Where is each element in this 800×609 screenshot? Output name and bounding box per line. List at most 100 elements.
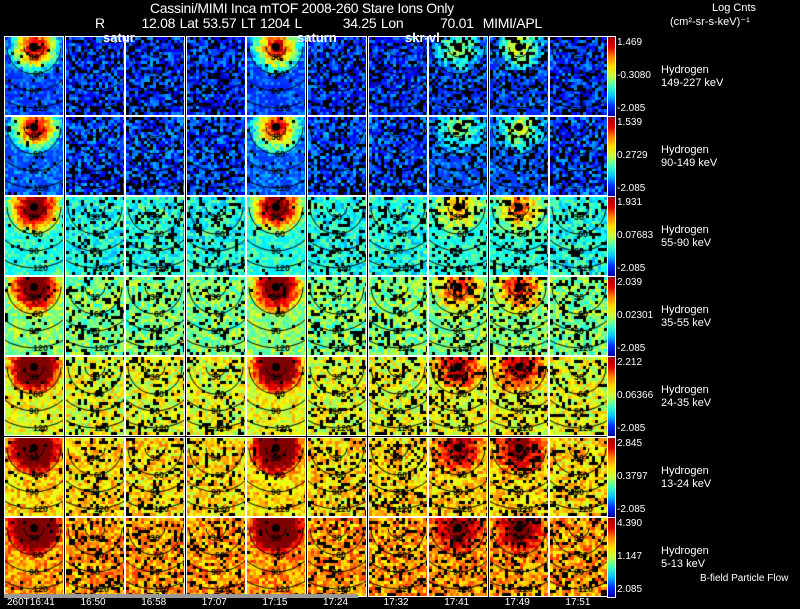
colorbar bbox=[607, 516, 616, 598]
heatmap-cells bbox=[489, 277, 548, 356]
time-tick-label: 17:07 bbox=[201, 597, 227, 608]
heatmap-cells bbox=[368, 37, 427, 115]
overlay-label: satur bbox=[103, 30, 135, 45]
energy-channel-label: Hydrogen 55-90 keV bbox=[661, 224, 711, 250]
heatmap-cells bbox=[429, 357, 488, 436]
sky-map-panel bbox=[428, 356, 489, 437]
sky-map-panel bbox=[307, 356, 367, 437]
heatmap-cells bbox=[308, 357, 366, 436]
species-label: Hydrogen bbox=[661, 464, 709, 477]
colorbar bbox=[607, 116, 616, 198]
colorbar bbox=[607, 276, 616, 358]
sky-map-panel bbox=[428, 116, 489, 197]
sky-map-panel bbox=[488, 436, 549, 517]
sky-map-panel bbox=[246, 516, 307, 597]
heatmap-cells bbox=[126, 517, 185, 596]
sky-map-panel bbox=[64, 516, 125, 597]
heatmap-cells bbox=[550, 517, 609, 596]
colorbar-mid-label: 1.147 bbox=[617, 550, 643, 562]
colorbar bbox=[607, 36, 616, 117]
sky-map-panel bbox=[488, 196, 549, 277]
sky-map-panel bbox=[64, 356, 125, 437]
heatmap-cells bbox=[65, 37, 124, 115]
heatmap-cells bbox=[550, 357, 609, 436]
sky-map-panel bbox=[549, 436, 610, 517]
heatmap-cells bbox=[126, 117, 185, 196]
sky-map-panel bbox=[64, 276, 125, 357]
heatmap-cells bbox=[550, 437, 609, 516]
heatmap-cells bbox=[65, 277, 124, 356]
sky-map-panel bbox=[185, 436, 246, 517]
sky-map-panel bbox=[549, 276, 610, 357]
heatmap-cells bbox=[368, 117, 427, 196]
heatmap-cells bbox=[5, 437, 63, 516]
heatmap-cells bbox=[368, 197, 427, 276]
colorbar-mid-label: 0.06366 bbox=[617, 390, 654, 402]
sky-map-panel bbox=[4, 356, 64, 437]
sky-map-panel bbox=[307, 436, 367, 517]
heatmap-cells bbox=[550, 277, 609, 356]
sky-map-panel bbox=[367, 356, 428, 437]
heatmap-cells bbox=[186, 37, 245, 115]
heatmap-cells bbox=[5, 517, 63, 596]
energy-range-label: 149-227 keV bbox=[661, 77, 724, 89]
heatmap-cells bbox=[368, 357, 427, 436]
heatmap-cells bbox=[489, 437, 548, 516]
colorbar-mid-label: 0.07683 bbox=[617, 230, 654, 242]
colorbar-max-label: 2.212 bbox=[617, 357, 643, 369]
heatmap-cells bbox=[186, 117, 245, 196]
colorbar-min-label: 2.085 bbox=[617, 583, 643, 595]
time-tick-label: 17:41 bbox=[444, 597, 470, 608]
heatmap-cells bbox=[308, 197, 366, 276]
heatmap-cells bbox=[186, 357, 245, 436]
heatmap-cells bbox=[489, 517, 548, 596]
heatmap-cells bbox=[5, 277, 63, 356]
colorbar-max-label: 1.469 bbox=[617, 37, 643, 48]
colorbar bbox=[607, 356, 616, 438]
energy-range-label: 35-55 keV bbox=[661, 317, 712, 330]
colorbar-min-label: -2.085 bbox=[617, 423, 646, 435]
colorbar bbox=[607, 196, 616, 278]
heatmap-cells bbox=[65, 437, 124, 516]
energy-channel-label: Hydrogen 5-13 keV bbox=[661, 545, 709, 571]
colorbar-min-label: -2.085 bbox=[617, 343, 646, 355]
colorbar-min-label: -2.085 bbox=[617, 263, 646, 275]
sky-map-panel bbox=[125, 276, 186, 357]
time-tick-label: 260T16:41 bbox=[7, 597, 55, 608]
sky-map-panel bbox=[125, 436, 186, 517]
energy-channel-label: Hydrogen 90-149 keV bbox=[661, 144, 717, 170]
heatmap-cells bbox=[429, 117, 488, 196]
plot-subtitle: R 12.08 Lat 53.57 LT 1204 L 34.25 Lon 70… bbox=[95, 15, 542, 31]
heatmap-cells bbox=[489, 197, 548, 276]
sky-map-panel bbox=[488, 356, 549, 437]
heatmap-cells bbox=[368, 517, 427, 596]
time-tick-label: 16:50 bbox=[80, 597, 106, 608]
species-label: Hydrogen bbox=[661, 544, 709, 557]
heatmap-cells bbox=[65, 357, 124, 436]
heatmap-cells bbox=[429, 277, 488, 356]
time-tick-label: 17:15 bbox=[262, 597, 288, 608]
sky-map-panel bbox=[428, 516, 489, 597]
heatmap-cells bbox=[186, 517, 245, 596]
energy-range-label: 90-149 keV bbox=[661, 157, 718, 170]
sky-map-panel bbox=[367, 196, 428, 277]
heatmap-cells bbox=[550, 117, 609, 196]
legend-note: B-field Particle Flow bbox=[700, 573, 789, 584]
heatmap-cells bbox=[126, 277, 185, 356]
energy-range-label: 5-13 keV bbox=[661, 557, 706, 570]
heatmap-cells bbox=[65, 197, 124, 276]
sky-map-panel bbox=[549, 36, 610, 116]
sky-map-panel bbox=[549, 116, 610, 197]
colorbar-max-label: 4.390 bbox=[617, 517, 643, 529]
sky-map-panel bbox=[246, 116, 307, 197]
heatmap-cells bbox=[429, 197, 488, 276]
heatmap-cells bbox=[186, 197, 245, 276]
heatmap-cells bbox=[368, 277, 427, 356]
sky-map-panel bbox=[367, 276, 428, 357]
energy-range-label: 13-24 keV bbox=[661, 477, 712, 490]
heatmap-cells bbox=[5, 357, 63, 436]
sky-map-panel bbox=[125, 516, 186, 597]
heatmap-cells bbox=[247, 197, 306, 276]
heatmap-cells bbox=[308, 437, 366, 516]
time-tick-label: 17:24 bbox=[323, 597, 349, 608]
